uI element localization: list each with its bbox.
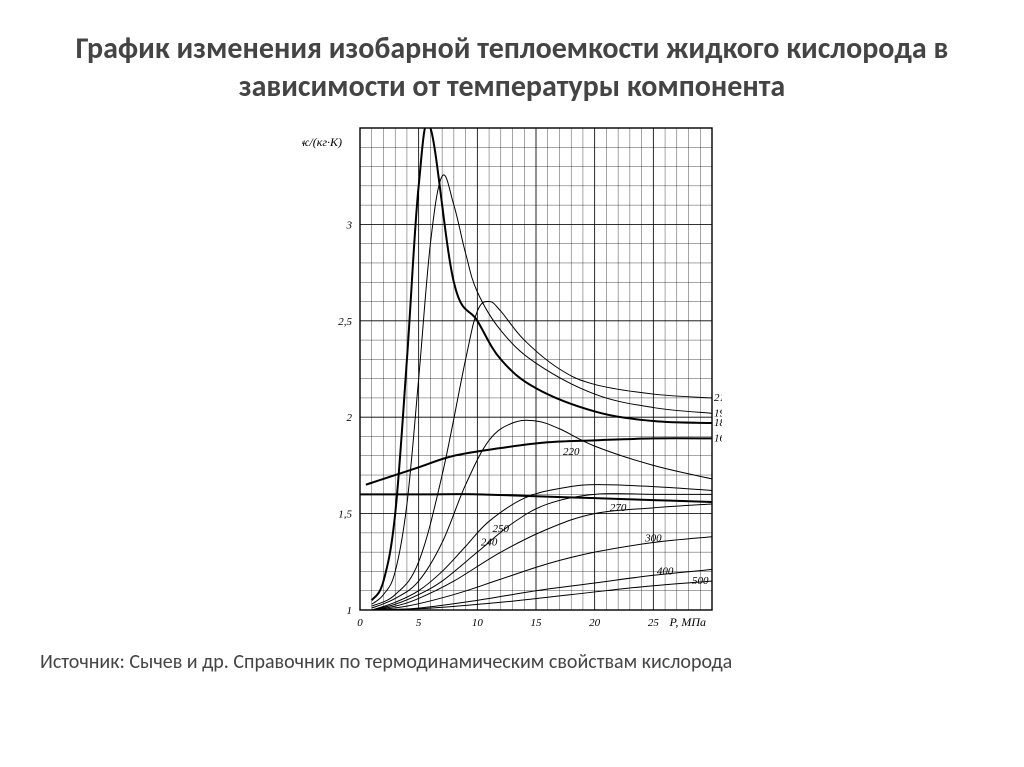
series-label: 300 [644,533,662,545]
x-axis-label: P, МПа [669,615,706,629]
y-tick: 3 [346,219,353,231]
page-title: График изменения изобарной теплоемкости … [40,30,984,105]
chart-container: 160180190210К220240250270300400500051015… [0,120,1024,640]
series-label: 210К [714,392,722,404]
series-label: 270 [610,502,627,514]
series-label: 400 [657,565,674,577]
series-label: 500 [692,575,709,587]
x-tick: 25 [648,617,660,629]
x-tick: 0 [357,617,363,629]
y-tick: 2 [347,412,353,424]
slide: График изменения изобарной теплоемкости … [0,0,1024,767]
x-tick: 10 [472,617,484,629]
y-tick: 2,5 [338,316,352,328]
x-tick: 15 [531,617,543,629]
series-label: 160 [714,432,722,444]
cp-vs-pressure-chart: 160180190210К220240250270300400500051015… [302,120,722,640]
source-text: Источник: Сычев и др. Справочник по терм… [40,650,984,674]
series-label: 190 [714,407,722,419]
x-tick: 20 [589,617,601,629]
x-tick: 5 [416,617,422,629]
y-tick: 1 [347,605,353,617]
series-label: 220 [563,446,580,458]
y-axis-label: Cp, кДж/(кг·К) [302,135,342,149]
series-label: 250 [493,523,510,535]
y-tick: 1,5 [338,509,352,521]
